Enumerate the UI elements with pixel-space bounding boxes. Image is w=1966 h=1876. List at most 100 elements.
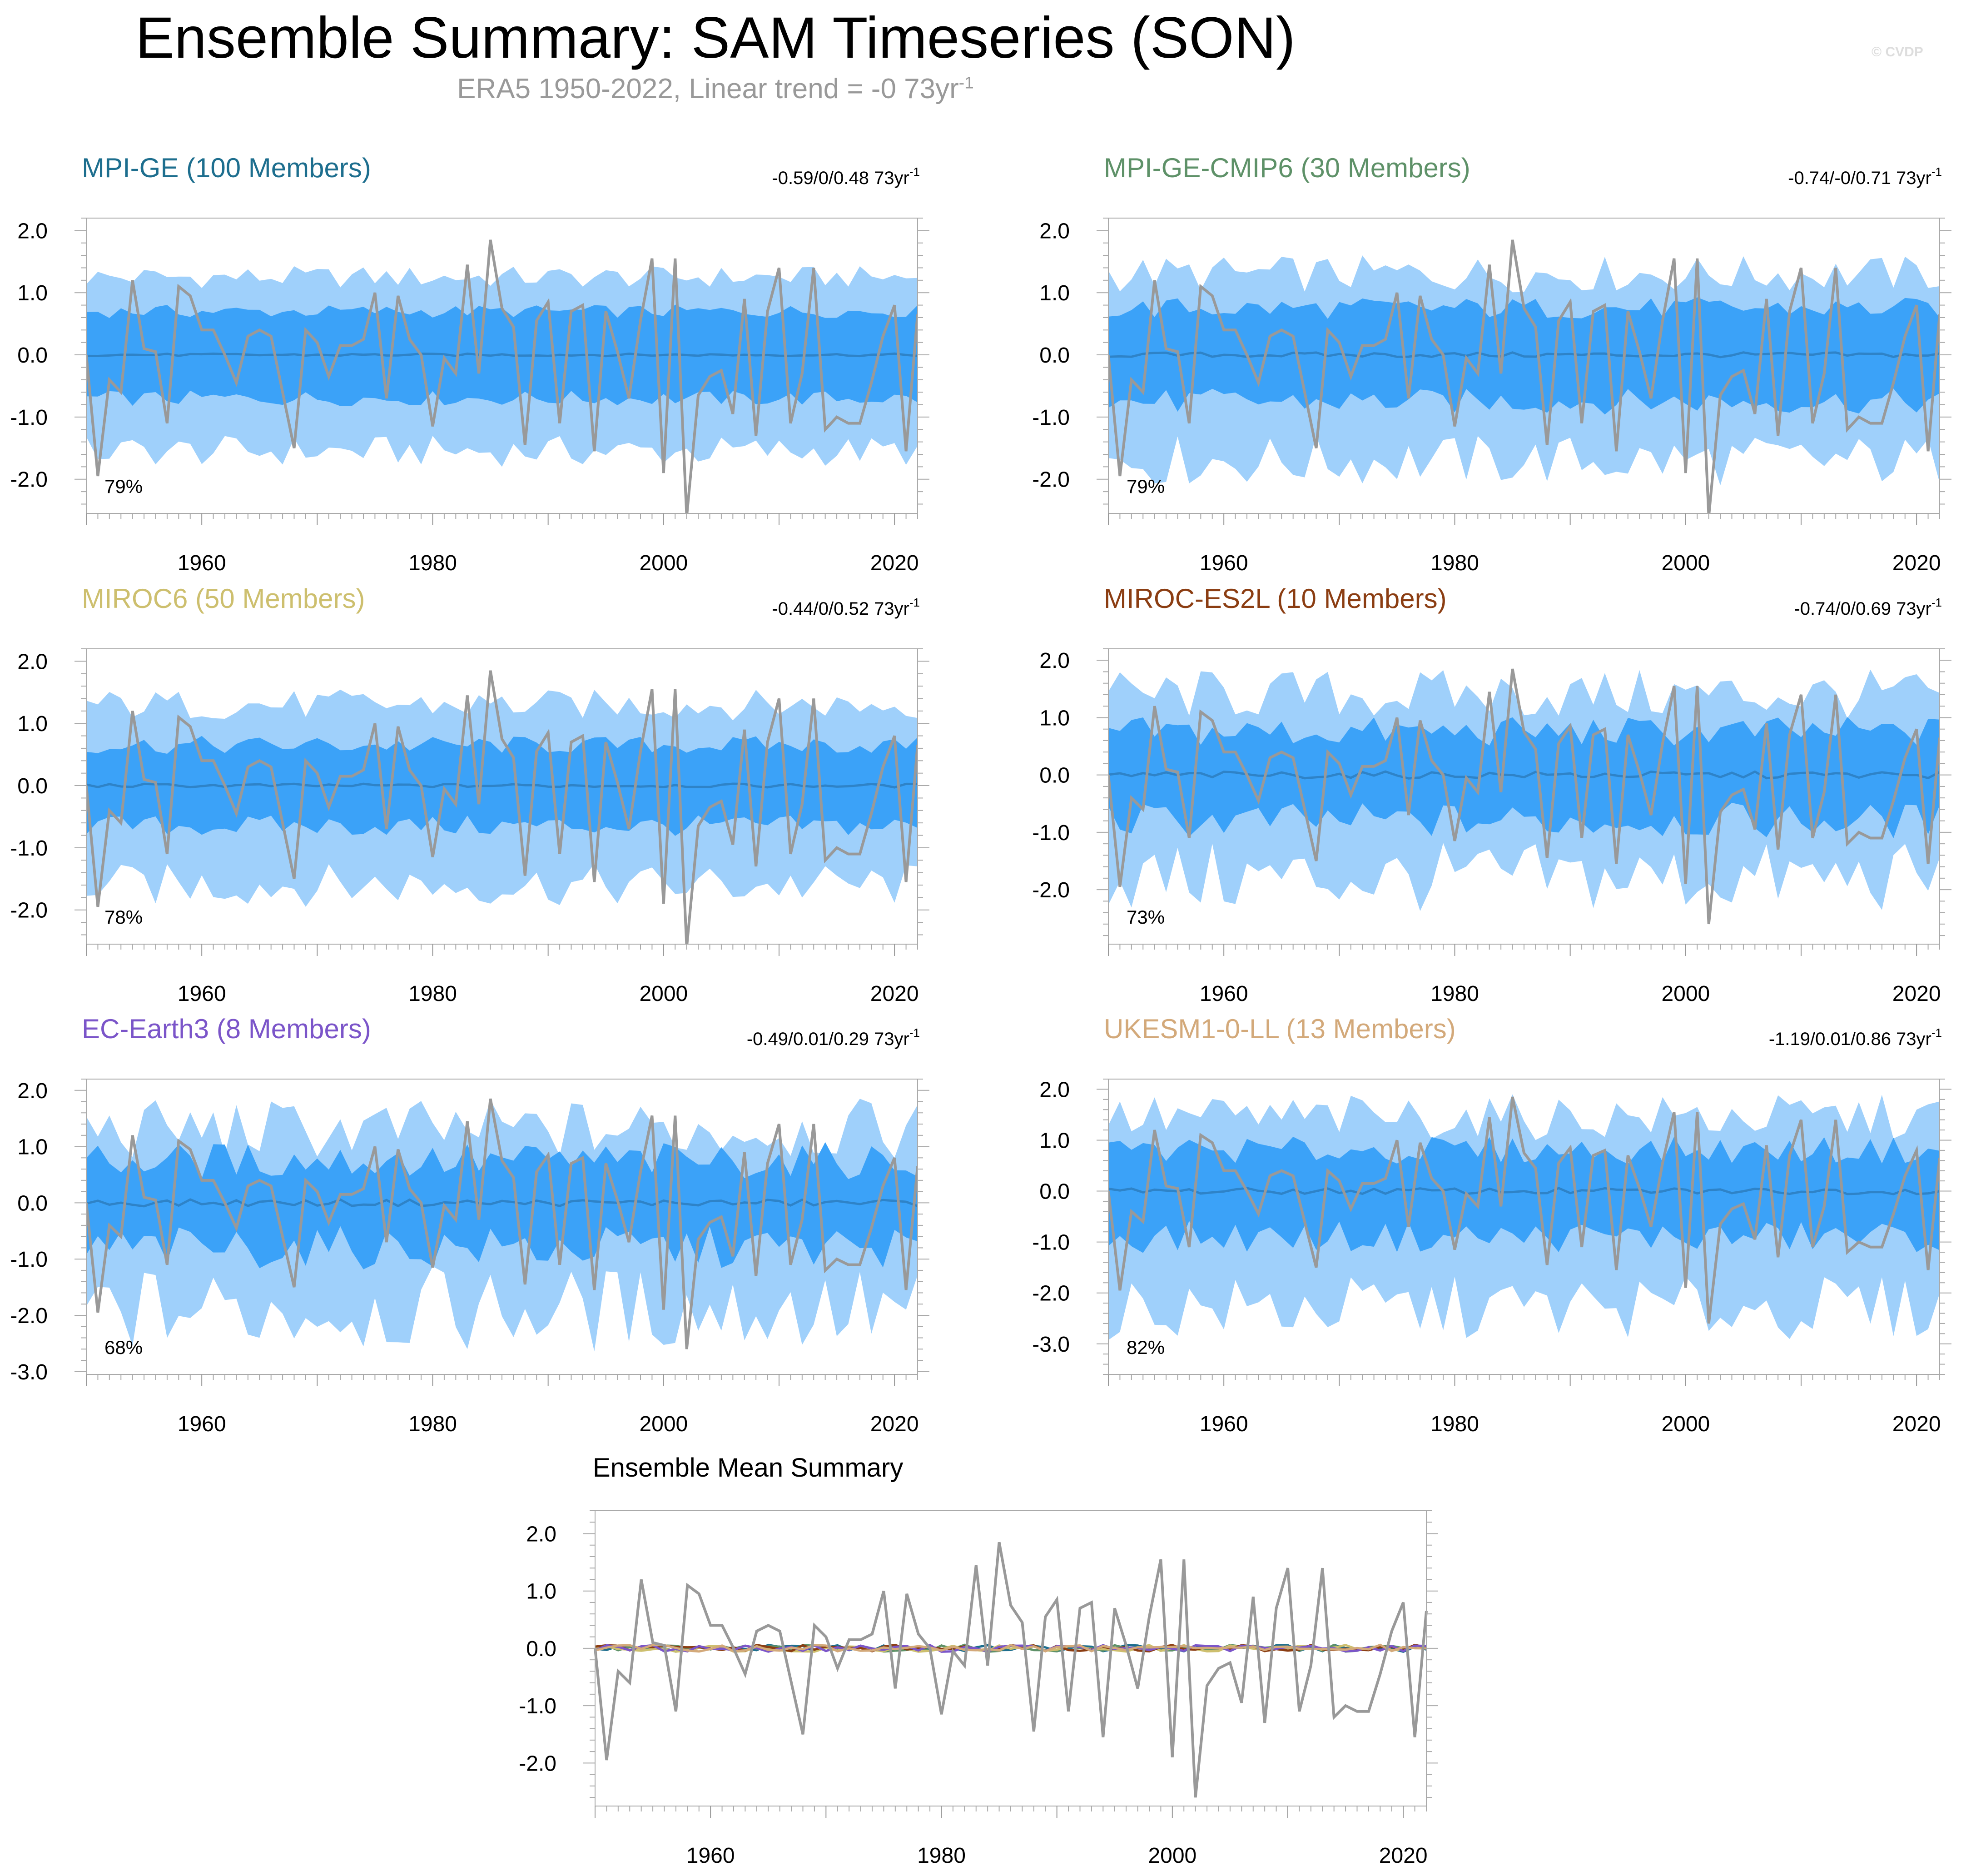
panel-trend-stats: -1.19/0.01/0.86 73yr-1 [1769,1026,1942,1049]
panel-3-y-tick-label: 2.0 [17,650,48,674]
panel-1-y-tick-label: 0.0 [17,343,48,368]
panel-title: MPI-GE-CMIP6 (30 Members) [1104,153,1470,183]
panel-5-x-tick-label: 2000 [639,1412,688,1436]
mean-summary-panel: 1960 1980 2000 2020 2.0 1.0 0.0 -1.0 -2.0 Ensembl… [519,1453,1438,1868]
trend-unit-exponent: -1 [1931,165,1942,179]
trend-values: -0.74/-0/0.71 73yr [1788,168,1931,188]
panel-4: 1960 1980 2000 2020 2.0 1.0 0.0 -1.0 -2.0 MIROC-E… [1032,583,1951,1006]
panel-5-y-tick-label: 0.0 [17,1191,48,1215]
mean-summary-y-tick-label: -1.0 [519,1694,556,1718]
panel-2-y-tick-label: 1.0 [1039,281,1070,305]
panel-2-y-tick-label: -2.0 [1032,468,1070,492]
panel-1-x-tick-label: 2000 [639,551,688,575]
panel-4-x-tick-label: 2020 [1892,982,1941,1006]
panel-percent-label: 78% [104,906,143,928]
mean-summary-y-tick-label: -2.0 [519,1752,556,1776]
trend-unit-exponent: -1 [909,1026,920,1040]
panel-5-x-tick-label: 2020 [870,1412,919,1436]
panel-2-x-tick-label: 2020 [1892,551,1941,575]
panel-1-y-tick-label: -2.0 [10,468,48,492]
panel-6-y-tick-label: -2.0 [1032,1282,1070,1306]
trend-unit-exponent: -1 [1931,1026,1942,1040]
subtitle-text: ERA5 1950-2022, Linear trend = -0 73yr [457,73,959,104]
trend-unit-exponent: -1 [909,165,920,179]
cvdp-watermark: © CVDP [1872,45,1923,60]
panel-title: MIROC6 (50 Members) [82,583,365,614]
figure-subtitle: ERA5 1950-2022, Linear trend = -0 73yr-1 [0,73,1431,105]
panel-5-y-tick-label: -2.0 [10,1304,48,1328]
trend-values: -0.44/0/0.52 73yr [772,599,909,619]
panel-5: 1960 1980 2000 2020 2.0 1.0 0.0 -1.0 -2.0 -3.0 EC-… [10,1014,929,1436]
subtitle-unit-exponent: -1 [958,73,974,92]
panel-5-x-tick-label: 1980 [408,1412,457,1436]
panel-3-x-tick-label: 2000 [639,982,688,1006]
panel-5-y-tick-label: 2.0 [17,1079,48,1103]
panel-4-x-tick-label: 2000 [1661,982,1710,1006]
panel-5-y-tick-label: -3.0 [10,1360,48,1384]
panel-4-y-tick-label: 0.0 [1039,764,1070,788]
mean-summary-plot-frame [595,1510,1427,1806]
panel-4-y-tick-label: 1.0 [1039,706,1070,730]
panel-3-y-tick-label: -1.0 [10,836,48,861]
inner-spread-band [1108,1136,1940,1253]
mean-summary-y-tick-label: 2.0 [526,1522,556,1546]
mean-summary-x-tick-label: 1980 [917,1844,966,1868]
panel-percent-label: 68% [104,1337,143,1358]
era5-observed-line [594,1542,1428,1798]
panel-trend-stats: -0.49/0.01/0.29 73yr-1 [747,1026,920,1049]
panel-3: 1960 1980 2000 2020 2.0 1.0 0.0 -1.0 -2.0 MIROC6 … [10,583,929,1006]
panel-1-y-tick-label: -1.0 [10,406,48,430]
mean-summary-x-tick-label: 2000 [1148,1844,1196,1868]
panel-title: MIROC-ES2L (10 Members) [1104,583,1447,614]
panel-percent-label: 82% [1127,1337,1165,1358]
panel-percent-label: 79% [104,476,143,497]
panel-trend-stats: -0.59/0/0.48 73yr-1 [772,165,920,188]
panel-trend-stats: -0.74/0/0.69 73yr-1 [1794,596,1942,619]
era5-observed-line [1108,1096,1940,1324]
panel-6-x-tick-label: 2000 [1661,1412,1710,1436]
panel-trend-stats: -0.74/-0/0.71 73yr-1 [1788,165,1942,188]
panel-percent-label: 73% [1127,906,1165,928]
inner-spread-band [86,1142,918,1269]
era5-observed-line [1108,239,1940,513]
mean-summary-title: Ensemble Mean Summary [593,1453,903,1483]
panel-3-x-tick-label: 1980 [408,982,457,1006]
era5-observed-line [86,670,918,944]
trend-values: -0.74/0/0.69 73yr [1794,599,1931,619]
panel-6-y-tick-label: 0.0 [1039,1180,1070,1204]
panel-title: MPI-GE (100 Members) [82,153,371,183]
panel-trend-stats: -0.44/0/0.52 73yr-1 [772,596,920,619]
panel-2-x-tick-label: 2000 [1661,551,1710,575]
mean-summary-x-tick-label: 1960 [686,1844,735,1868]
panel-6: 1960 1980 2000 2020 2.0 1.0 0.0 -1.0 -2.0 -3.0 UKE… [1032,1014,1951,1436]
panel-4-y-tick-label: -1.0 [1032,821,1070,845]
panel-4-x-tick-label: 1960 [1200,982,1248,1006]
era5-observed-line [86,1098,918,1349]
era5-observed-line [1108,668,1940,925]
trend-values: -0.59/0/0.48 73yr [772,168,909,188]
panel-2-y-tick-label: 2.0 [1039,219,1070,243]
panel-5-x-tick-label: 1960 [178,1412,226,1436]
mean-summary-y-tick-label: 1.0 [526,1580,556,1604]
panel-1-x-tick-label: 2020 [870,551,919,575]
panel-4-y-tick-label: -2.0 [1032,878,1070,902]
figure-title: Ensemble Summary: SAM Timeseries (SON) [135,5,1296,70]
panel-3-x-tick-label: 1960 [178,982,226,1006]
trend-values: -0.49/0.01/0.29 73yr [747,1029,909,1049]
panel-title: UKESM1-0-LL (13 Members) [1104,1014,1456,1044]
trend-unit-exponent: -1 [909,596,920,609]
panel-3-y-tick-label: 0.0 [17,774,48,798]
panel-6-x-tick-label: 2020 [1892,1412,1941,1436]
panel-6-y-tick-label: 2.0 [1039,1078,1070,1102]
panel-2: 1960 1980 2000 2020 2.0 1.0 0.0 -1.0 -2.0 MPI-GE-… [1032,153,1951,575]
panel-6-x-tick-label: 1960 [1200,1412,1248,1436]
panel-1: 1960 1980 2000 2020 2.0 1.0 0.0 -1.0 -2.0 MPI-GE … [10,153,929,575]
panel-6-y-tick-label: 1.0 [1039,1129,1070,1153]
panel-1-x-tick-label: 1980 [408,551,457,575]
panel-3-y-tick-label: 1.0 [17,712,48,736]
panel-2-x-tick-label: 1960 [1200,551,1248,575]
panel-2-y-tick-label: 0.0 [1039,343,1070,368]
era5-observed-line [86,239,918,513]
mean-summary-y-tick-label: 0.0 [526,1637,556,1661]
